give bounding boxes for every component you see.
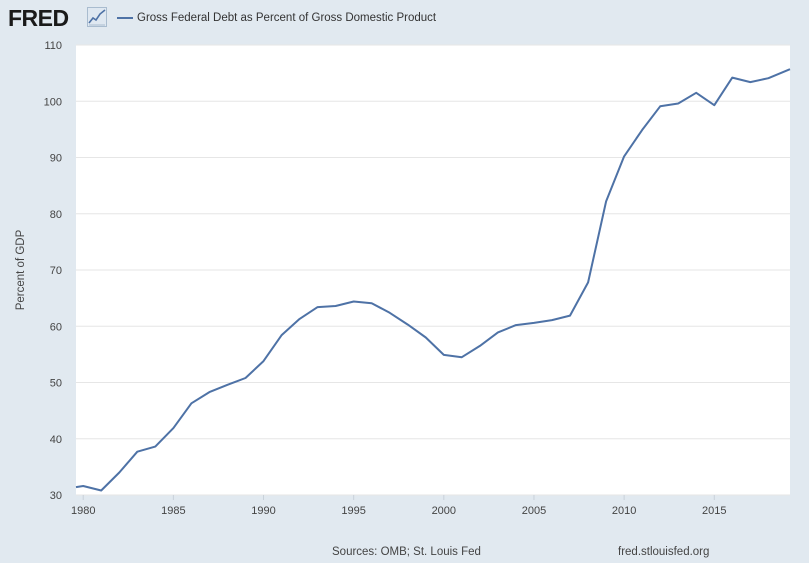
x-tick-label: 1995 <box>341 505 365 517</box>
y-tick-label: 40 <box>50 434 62 446</box>
y-tick-label: 60 <box>50 321 62 333</box>
y-tick-label: 30 <box>50 490 62 502</box>
y-axis-label: Percent of GDP <box>15 229 27 310</box>
grid-lines <box>76 44 790 496</box>
series-line <box>75 68 791 492</box>
y-tick-label: 90 <box>50 153 62 165</box>
x-tick-label: 2005 <box>522 505 546 517</box>
x-tick-label: 2010 <box>612 505 636 517</box>
y-tick-label: 100 <box>44 96 62 108</box>
y-tick-label: 80 <box>50 209 62 221</box>
x-tick-label: 1985 <box>161 505 185 517</box>
legend-swatch <box>117 17 133 19</box>
x-tick-label: 1980 <box>71 505 95 517</box>
y-tick-label: 50 <box>50 378 62 390</box>
source-url[interactable]: fred.stlouisfed.org <box>618 546 710 558</box>
x-tick-label: 2000 <box>432 505 456 517</box>
x-tick-label: 2015 <box>702 505 726 517</box>
fred-logo[interactable]: FRED <box>8 5 69 31</box>
line-chart-icon <box>87 7 107 27</box>
legend-label: Gross Federal Debt as Percent of Gross D… <box>137 12 437 24</box>
chart-header: FRED Gross Federal Debt as Percent of Gr… <box>0 0 809 36</box>
y-tick-label: 70 <box>50 265 62 277</box>
y-axis: 30 40 50 60 70 80 90 100 110 <box>44 40 62 502</box>
y-tick-label: 110 <box>44 40 62 52</box>
x-tick-label: 1990 <box>251 505 275 517</box>
sources-note: Sources: OMB; St. Louis Fed <box>332 546 481 558</box>
x-axis: 1980 1985 1990 1995 2000 2005 2010 2015 <box>71 495 727 517</box>
